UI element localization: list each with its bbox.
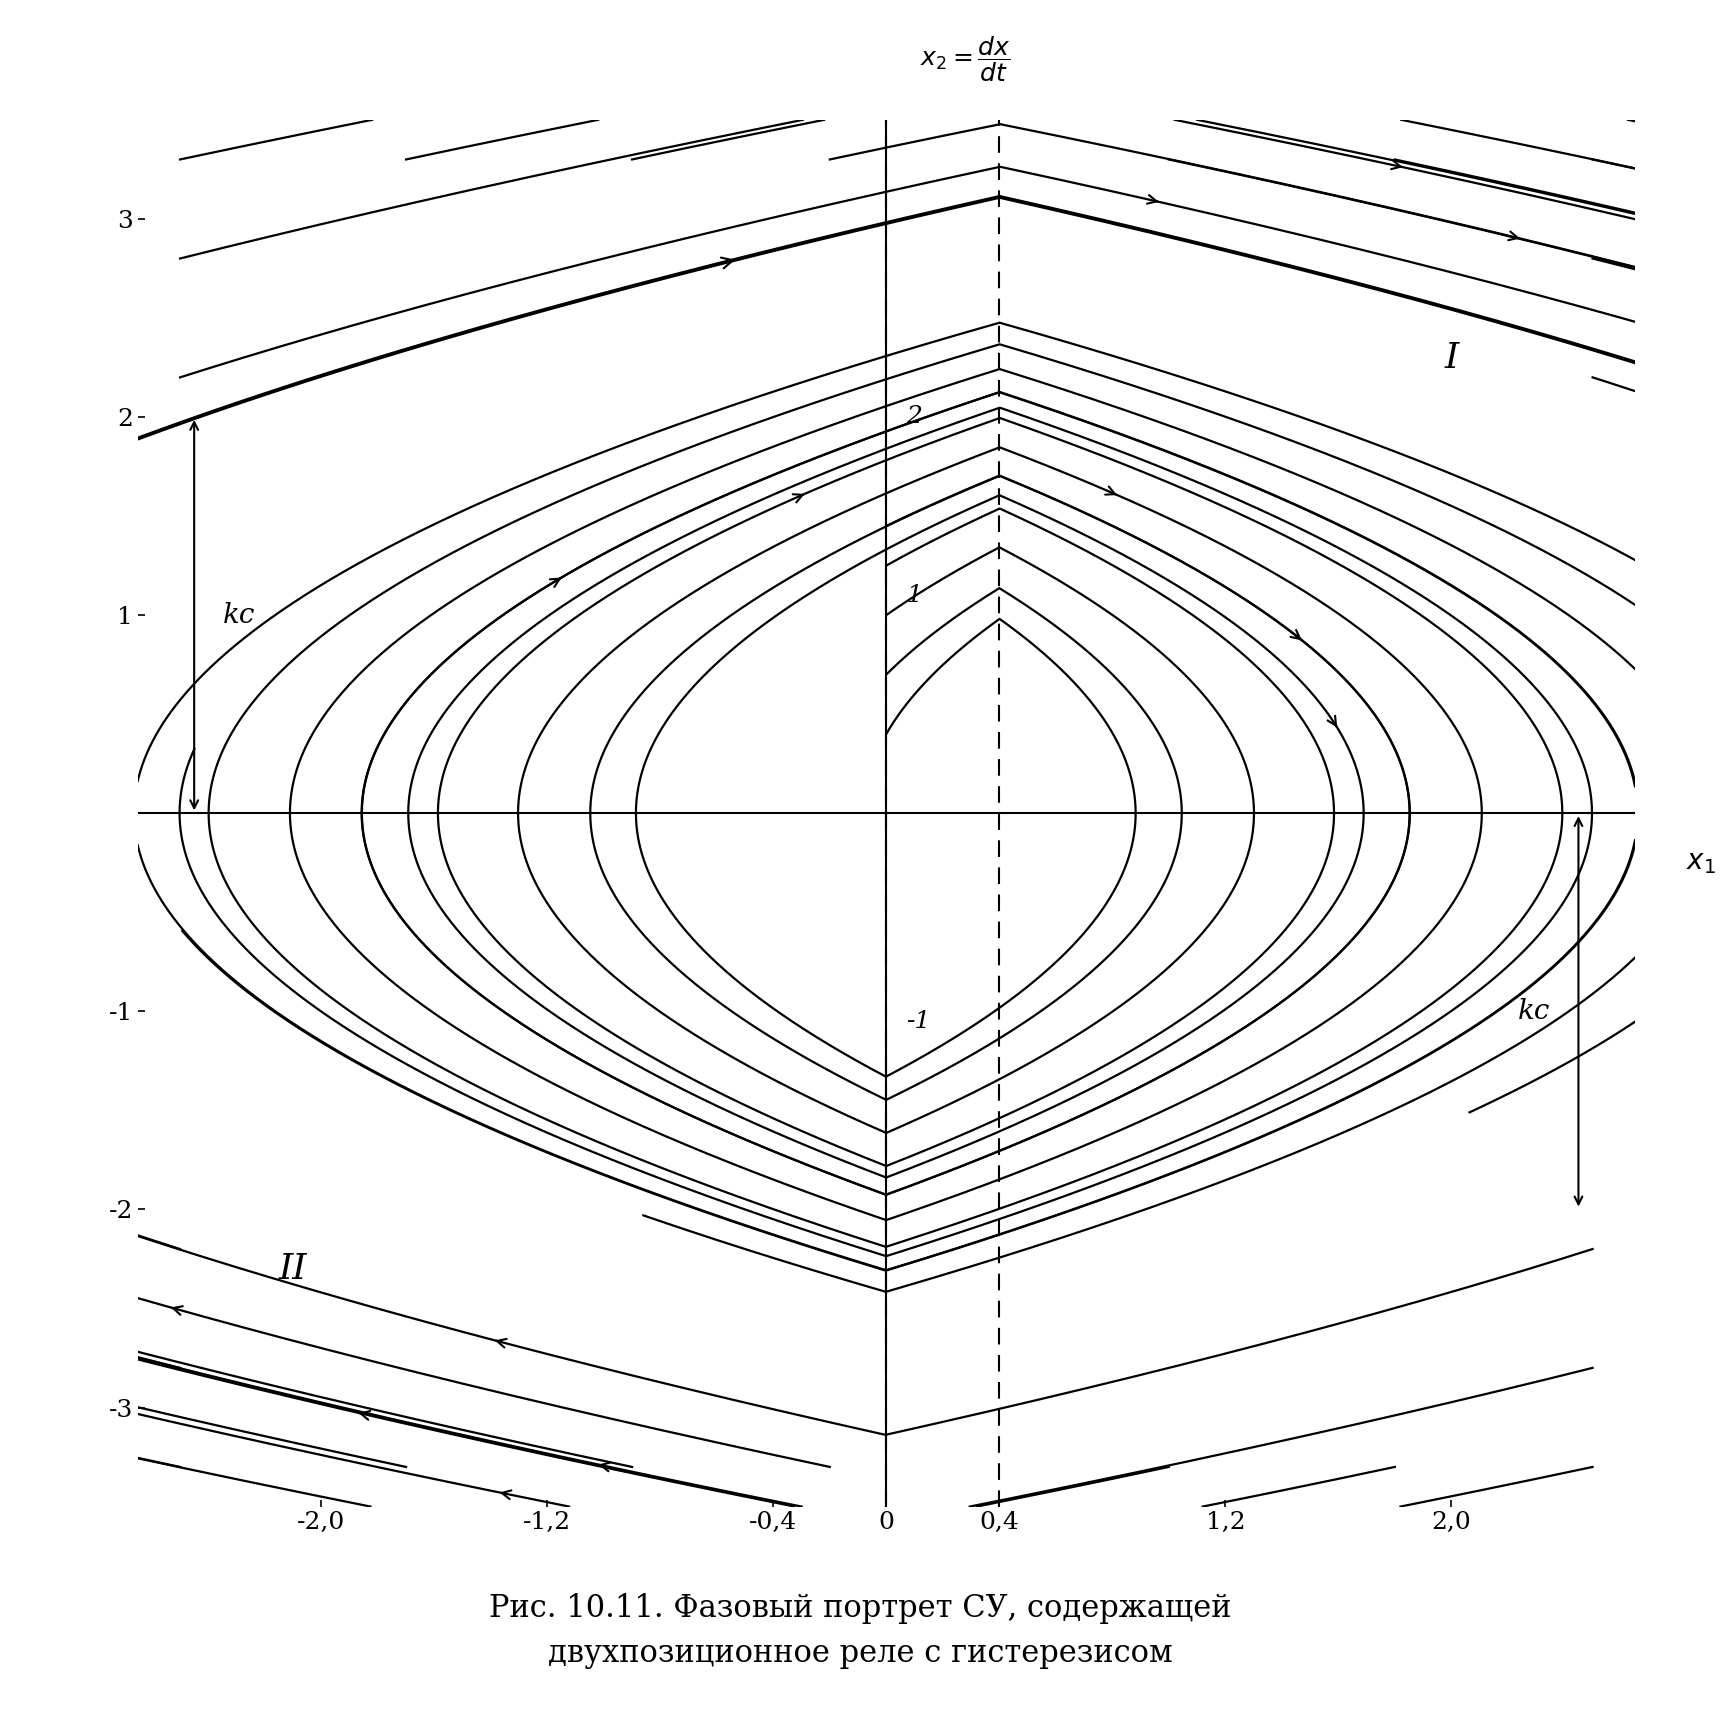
Text: kc: kc bbox=[222, 601, 255, 628]
Text: kc: kc bbox=[1518, 998, 1551, 1025]
Text: 1: 1 bbox=[905, 584, 922, 606]
Text: 2: 2 bbox=[905, 406, 922, 428]
Text: $x_2=\dfrac{dx}{dt}$: $x_2=\dfrac{dx}{dt}$ bbox=[921, 34, 1010, 84]
Text: Рис. 10.11. Фазовый портрет СУ, содержащей
двухпозиционное реле с гистерезисом: Рис. 10.11. Фазовый портрет СУ, содержащ… bbox=[489, 1592, 1232, 1669]
Text: I: I bbox=[1444, 341, 1458, 375]
Text: $x_1=x$: $x_1=x$ bbox=[1687, 849, 1721, 877]
Text: -1: -1 bbox=[905, 1010, 931, 1032]
Text: II: II bbox=[279, 1251, 308, 1286]
